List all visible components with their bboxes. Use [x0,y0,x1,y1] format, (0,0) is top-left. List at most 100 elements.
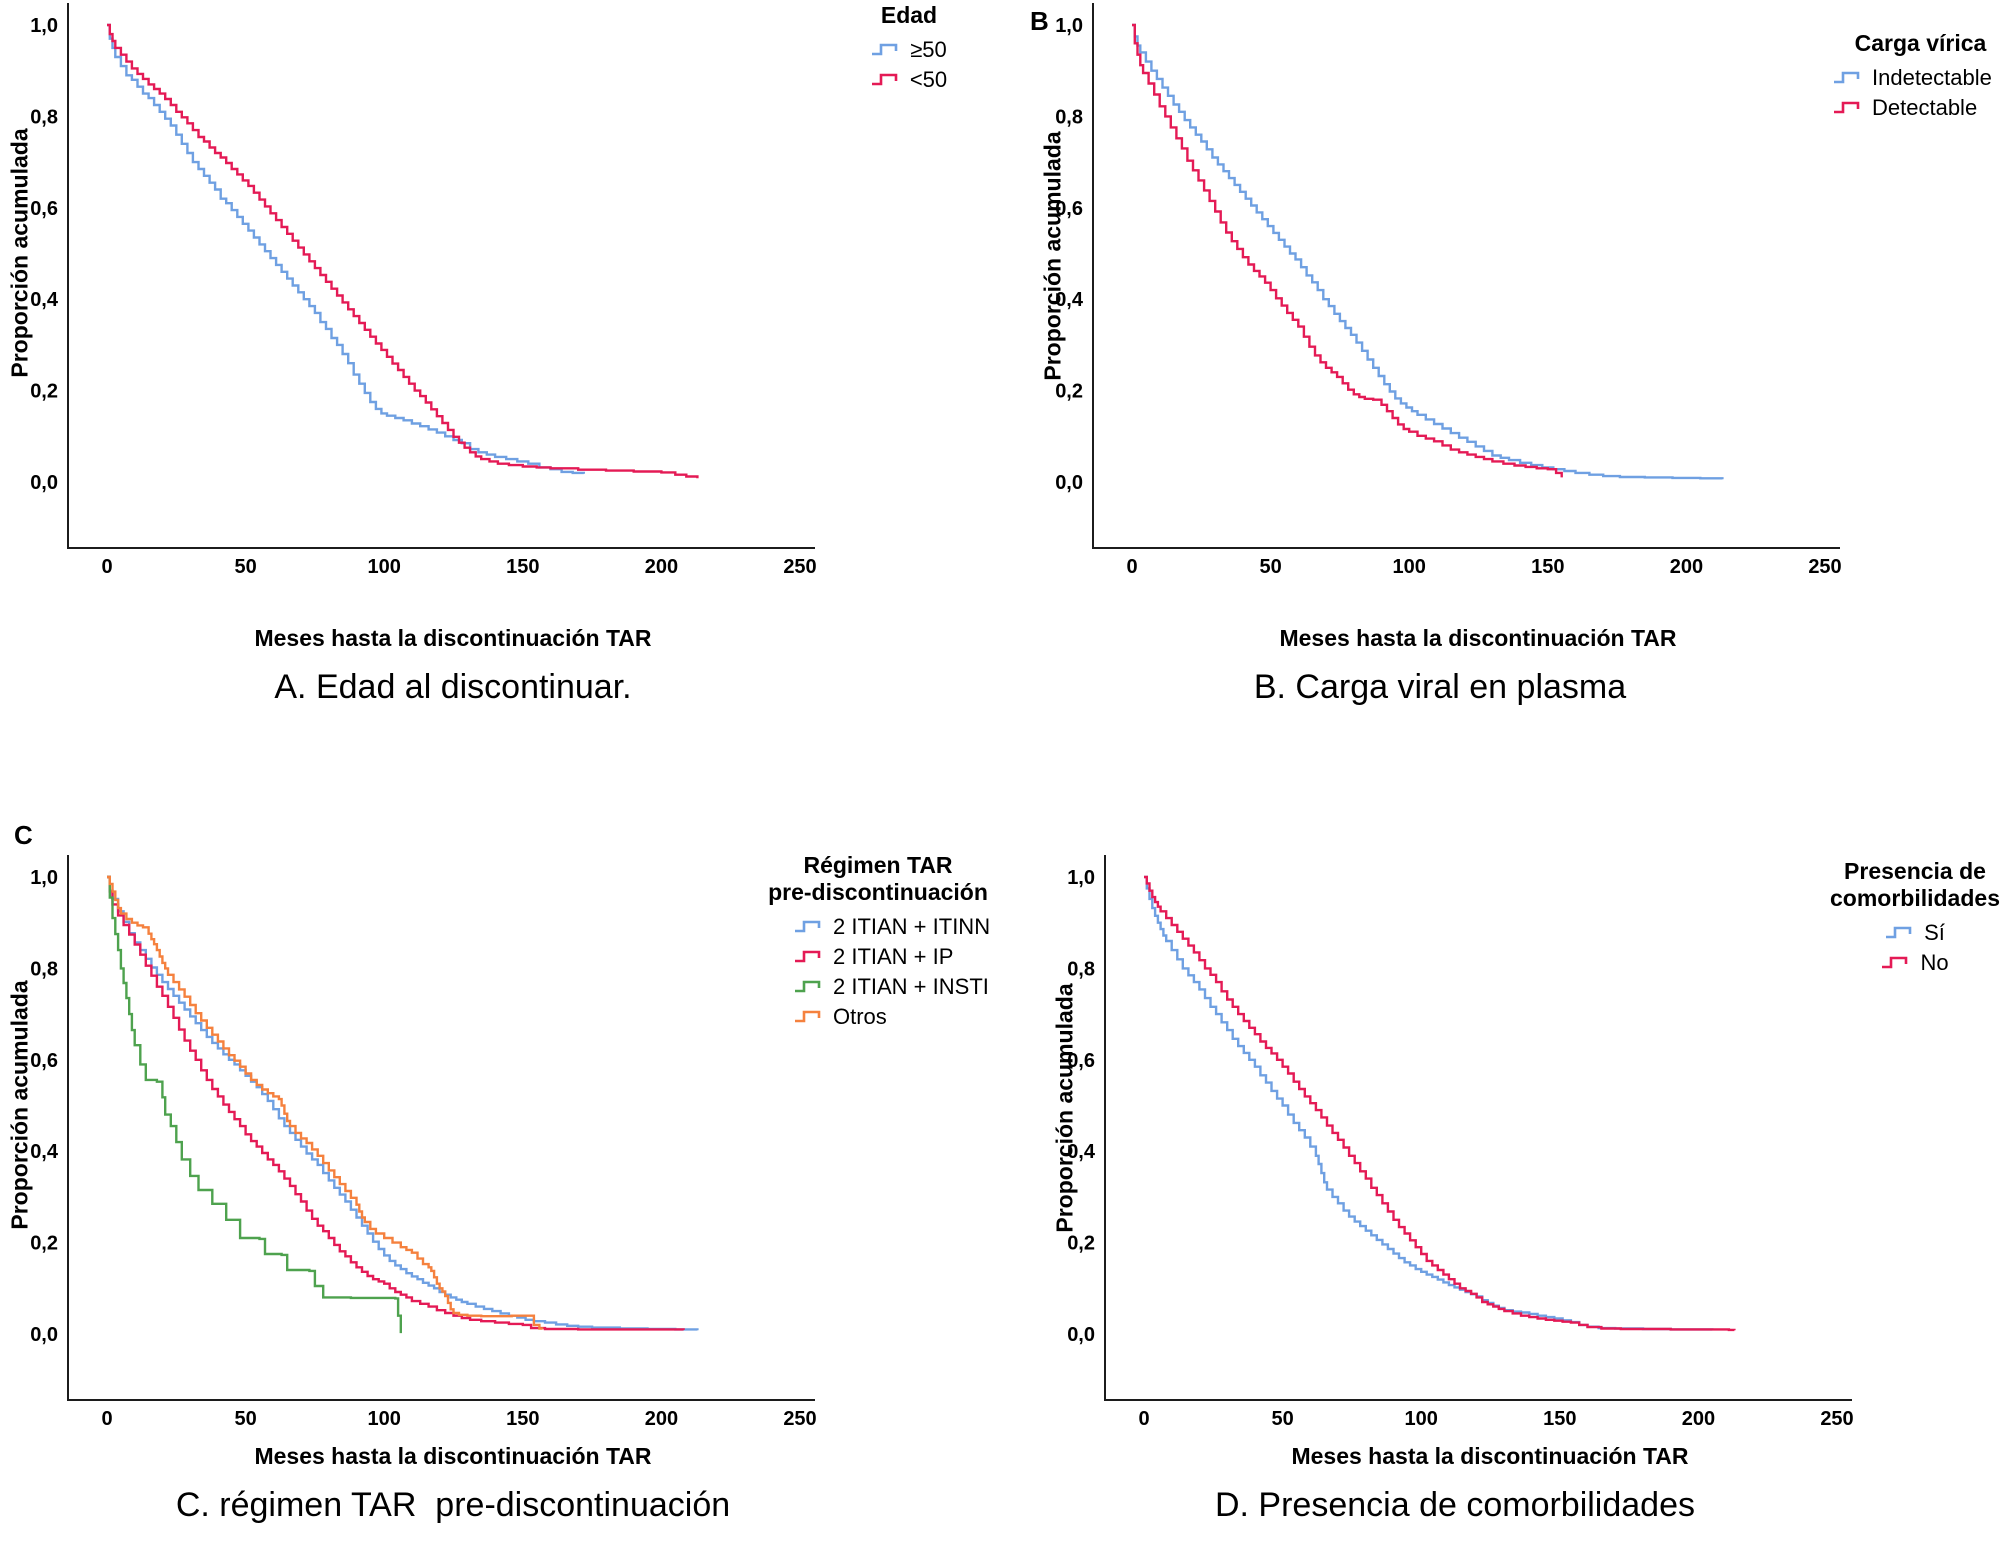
x-tick-label: 0 [101,556,112,578]
y-tick-label: 0,0 [30,472,58,494]
legend-step-swatch-icon [1882,956,1908,969]
axes [67,3,815,549]
x-tick-label: 250 [1808,556,1841,578]
legend-label: Detectable [1872,94,1978,120]
axes [67,855,815,1401]
legend-label: Indetectable [1872,64,1992,90]
x-axis-label-d: Meses hasta la discontinuación TAR [1291,1443,1689,1469]
legend-step-swatch-icon [1834,71,1860,84]
x-tick-label: 50 [234,556,256,578]
legend-step-swatch-icon [872,43,898,56]
y-tick-label: 0,8 [30,958,58,980]
y-tick-label: 0,0 [1055,472,1083,494]
y-axis-label-b: Proporción acumulada [1039,131,1066,381]
legend-title: Presencia de comorbilidades [1830,858,2000,912]
x-tick-label: 250 [783,1408,816,1430]
km-curve-Sí [1144,875,1714,1331]
y-tick-label: 0,8 [1067,958,1095,980]
y-tick-label: 0,4 [1055,289,1084,311]
x-tick-label: 0 [1138,1408,1149,1430]
legend-label: Sí [1924,919,1945,945]
legend-entry: ≥50 [818,35,1000,65]
x-axis-label-b: Meses hasta la discontinuación TAR [1279,625,1677,651]
legend-D: Presencia de comorbilidades Sí No [1822,858,2008,978]
x-tick-label: 150 [506,556,539,578]
km-curve-<50 [107,23,699,479]
x-tick-label: 150 [1531,556,1564,578]
x-tick-label: 100 [368,1408,401,1430]
legend-entry: 2 ITIAN + ITINN [794,912,1004,942]
legend-title: Edad [880,2,938,28]
km-curve-2 ITIAN + ITINN [107,875,699,1331]
x-axis-label-c: Meses hasta la discontinuación TAR [254,1443,652,1469]
km-plot-C: 1,0 0,8 0,6 0,4 0,2 0,0 0 50 100 150 200 250 [30,855,817,1430]
km-plot-B: 1,0 0,8 0,6 0,4 0,2 0,0 0 50 100 150 200 250 [1055,3,1842,578]
km-curve-Otros [107,875,544,1330]
km-curve-2 ITIAN + INSTI [107,875,402,1334]
y-tick-label: 1,0 [1067,867,1095,889]
x-axis-label-a: Meses hasta la discontinuación TAR [254,625,652,651]
legend-label: 2 ITIAN + INSTI [833,973,989,999]
legend-entry: Otros [794,1002,1004,1032]
legend-A: Edad ≥50 <50 [818,2,1000,95]
legend-step-swatch-icon [1834,101,1860,114]
legend-B: Carga vírica Indetectable Detectable [1833,30,2008,123]
legend-C: Régimen TAR pre-discontinuación 2 ITIAN + … [752,852,1004,1032]
legend-label: Otros [833,1003,887,1029]
y-tick-label: 0,2 [1067,1233,1095,1255]
y-tick-label: 0,2 [1055,381,1083,403]
x-tick-label: 200 [645,556,678,578]
x-tick-label: 100 [1393,556,1426,578]
km-curve-No [1144,875,1736,1332]
km-curve-Detectable [1132,23,1563,478]
x-tick-label: 200 [1682,1408,1715,1430]
caption-panel-a: A. Edad al discontinuar. [274,668,632,706]
legend-label: ≥50 [910,36,947,62]
legend-title: Régimen TAR pre-discontinuación [768,852,988,906]
legend-entry: 2 ITIAN + INSTI [794,972,1004,1002]
y-tick-label: 1,0 [30,867,58,889]
legend-step-swatch-icon [795,920,821,933]
x-tick-label: 200 [645,1408,678,1430]
legend-label: 2 ITIAN + IP [833,943,954,969]
y-tick-label: 0,6 [1055,198,1083,220]
y-tick-label: 0,6 [1067,1050,1095,1072]
y-axis-label-a: Proporción acumulada [6,128,33,378]
km-curve-≥50 [107,23,585,475]
legend-label: 2 ITIAN + ITINN [833,913,991,939]
y-tick-label: 0,4 [1067,1141,1096,1163]
x-tick-label: 0 [101,1408,112,1430]
legend-label: <50 [909,66,948,92]
x-tick-label: 50 [1271,1408,1293,1430]
legend-entry: No [1822,948,2008,978]
legend-entry: Detectable [1833,93,2008,123]
legend-entry: 2 ITIAN + IP [794,942,1004,972]
x-tick-label: 100 [1405,1408,1438,1430]
caption-panel-c: C. régimen TAR pre-discontinuación [175,1486,731,1524]
x-tick-label: 0 [1126,556,1137,578]
y-tick-label: 1,0 [1055,15,1083,37]
y-tick-label: 0,4 [30,1141,59,1163]
x-tick-label: 250 [1820,1408,1853,1430]
legend-step-swatch-icon [871,73,898,86]
y-tick-label: 0,2 [30,381,58,403]
y-axis-label-c: Proporción acumulada [6,980,33,1230]
legend-label: No [1920,949,1949,975]
y-tick-label: 0,6 [30,1050,58,1072]
axes [1092,3,1840,549]
legend-step-swatch-icon [1886,926,1912,939]
x-tick-label: 150 [1543,1408,1576,1430]
legend-entry: <50 [818,65,1000,95]
y-tick-label: 0,0 [1067,1324,1095,1346]
axes [1104,855,1852,1401]
km-curve-2 ITIAN + IP [107,875,685,1331]
legend-entry: Indetectable [1833,63,2008,93]
y-tick-label: 0,0 [30,1324,58,1346]
legend-entry: Sí [1822,918,2008,948]
panel-letter-b: B [1030,6,1049,36]
x-tick-label: 50 [234,1408,256,1430]
y-tick-label: 0,6 [30,198,58,220]
y-tick-label: 0,2 [30,1233,58,1255]
x-tick-label: 150 [506,1408,539,1430]
